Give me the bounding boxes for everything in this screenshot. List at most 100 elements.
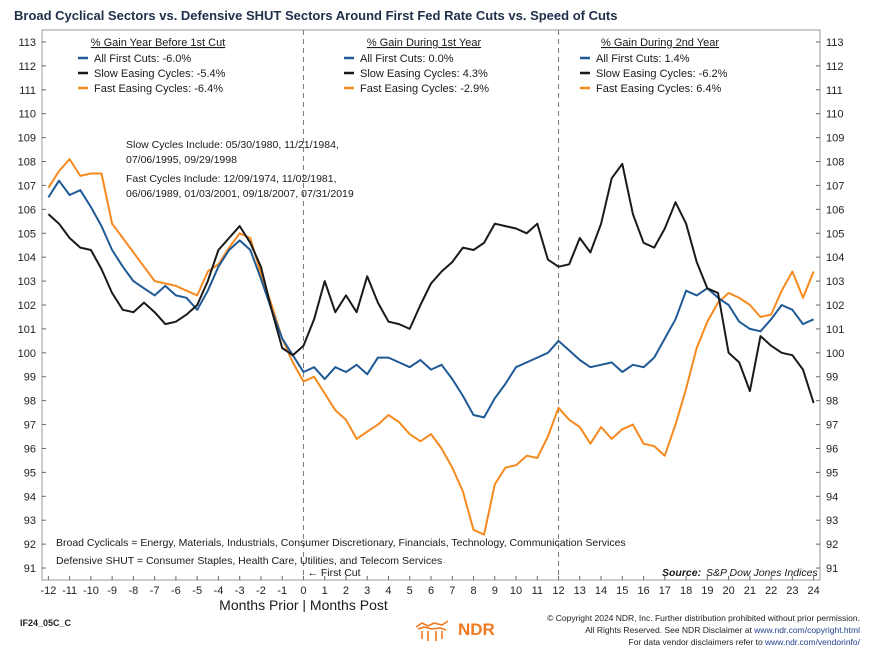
y-tick-label-left: 105 — [18, 228, 36, 240]
x-tick-label: 7 — [449, 585, 455, 597]
logo-text: NDR — [458, 620, 495, 639]
y-tick-label-right: 110 — [826, 109, 844, 121]
chart-title: Broad Cyclical Sectors vs. Defensive SHU… — [14, 8, 618, 23]
copyright-line-3: For data vendor disclaimers refer to www… — [628, 637, 861, 647]
y-tick-label-left: 104 — [18, 252, 36, 264]
y-tick-label-left: 92 — [24, 539, 36, 551]
x-tick-label: 10 — [510, 585, 522, 597]
x-tick-label: -1 — [277, 585, 287, 597]
y-tick-label-right: 104 — [826, 252, 844, 264]
x-tick-label: 3 — [364, 585, 370, 597]
y-tick-label-right: 95 — [826, 467, 838, 479]
legend-heading: % Gain Year Before 1st Cut — [91, 37, 226, 49]
x-tick-label: 12 — [552, 585, 564, 597]
legend-entry-label: All First Cuts: 0.0% — [360, 53, 454, 65]
y-tick-label-left: 112 — [18, 61, 36, 73]
broad-cyclicals-definition: Broad Cyclicals = Energy, Materials, Ind… — [56, 537, 626, 549]
copyright-notice: © Copyright 2024 NDR, Inc. Further distr… — [547, 612, 860, 648]
y-tick-label-left: 100 — [18, 348, 36, 360]
y-tick-label-left: 103 — [18, 276, 36, 288]
y-tick-label-left: 96 — [24, 443, 36, 455]
y-tick-label-right: 99 — [826, 372, 838, 384]
source-value: S&P Dow Jones Indices — [706, 567, 818, 579]
vendor-link[interactable]: www.ndr.com/vendorinfo/ — [765, 637, 860, 647]
legend-entry-label: All First Cuts: -6.0% — [94, 53, 191, 65]
x-tick-label: 9 — [492, 585, 498, 597]
x-tick-label: -11 — [62, 585, 77, 597]
x-tick-label: -6 — [171, 585, 181, 597]
bull-icon — [415, 620, 449, 641]
legend-heading: % Gain During 2nd Year — [601, 37, 719, 49]
y-tick-label-left: 111 — [19, 85, 36, 97]
y-tick-label-right: 92 — [826, 539, 838, 551]
y-tick-label-right: 106 — [826, 204, 844, 216]
fast-cycles-note: Fast Cycles Include: 12/09/1974, 11/02/1… — [126, 173, 337, 185]
x-tick-label: 6 — [428, 585, 434, 597]
copyright-link[interactable]: www.ndr.com/copyright.html — [754, 625, 860, 635]
x-tick-label: 17 — [659, 585, 671, 597]
x-tick-label: 5 — [407, 585, 413, 597]
series-line-fast-easing — [47, 158, 815, 536]
y-tick-label-left: 97 — [24, 420, 36, 432]
x-tick-label: 20 — [722, 585, 734, 597]
y-tick-label-left: 107 — [18, 180, 36, 192]
x-tick-label: 1 — [322, 585, 328, 597]
ndr-logo: NDR — [412, 617, 495, 643]
legend-entry-label: Slow Easing Cycles: -6.2% — [596, 68, 728, 80]
x-tick-label: -4 — [214, 585, 224, 597]
y-tick-label-right: 93 — [826, 515, 838, 527]
x-tick-label: 11 — [532, 585, 543, 597]
y-tick-label-left: 95 — [24, 467, 36, 479]
legend-entry-label: Slow Easing Cycles: -5.4% — [94, 68, 226, 80]
slow-cycles-note: 07/06/1995, 09/29/1998 — [126, 154, 237, 166]
x-tick-label: 14 — [595, 585, 607, 597]
x-tick-label: -3 — [235, 585, 245, 597]
x-tick-label: 8 — [470, 585, 476, 597]
y-tick-label-right: 100 — [826, 348, 844, 360]
series-line-slow-easing — [47, 162, 815, 404]
y-tick-label-left: 91 — [24, 563, 36, 575]
legend-heading: % Gain During 1st Year — [367, 37, 482, 49]
x-tick-label: -7 — [150, 585, 160, 597]
x-tick-label: 18 — [680, 585, 692, 597]
y-tick-label-right: 91 — [826, 563, 838, 575]
x-tick-label: -10 — [83, 585, 99, 597]
series-line-all-first-cuts — [47, 179, 815, 419]
y-tick-label-left: 109 — [18, 133, 36, 145]
fast-cycles-note: 06/06/1989, 01/03/2001, 09/18/2007, 07/3… — [126, 188, 354, 200]
copyright-line-1: © Copyright 2024 NDR, Inc. Further distr… — [547, 613, 860, 623]
x-tick-label: -8 — [129, 585, 139, 597]
y-tick-label-left: 108 — [18, 157, 36, 169]
x-tick-label: 19 — [701, 585, 713, 597]
defensive-shut-definition: Defensive SHUT = Consumer Staples, Healt… — [56, 555, 442, 567]
x-tick-label: 23 — [786, 585, 798, 597]
y-tick-label-left: 113 — [18, 37, 36, 49]
y-tick-label-right: 101 — [826, 324, 844, 336]
y-tick-label-left: 102 — [18, 300, 36, 312]
y-tick-label-right: 98 — [826, 396, 838, 408]
x-tick-label: -9 — [107, 585, 117, 597]
y-tick-label-left: 93 — [24, 515, 36, 527]
figure-code: IF24_05C_C — [20, 618, 72, 628]
legend-entry-label: Fast Easing Cycles: -6.4% — [94, 83, 223, 95]
slow-cycles-note: Slow Cycles Include: 05/30/1980, 11/21/1… — [126, 139, 339, 151]
x-tick-label: 2 — [343, 585, 349, 597]
legend-entry-label: Fast Easing Cycles: -2.9% — [360, 83, 489, 95]
y-tick-label-left: 98 — [24, 396, 36, 408]
copyright-line-2: All Rights Reserved. See NDR Disclaimer … — [585, 625, 860, 635]
x-tick-label: 16 — [637, 585, 649, 597]
y-tick-label-right: 107 — [826, 180, 844, 192]
y-tick-label-right: 102 — [826, 300, 844, 312]
x-tick-label: -5 — [192, 585, 202, 597]
legend-entry-label: All First Cuts: 1.4% — [596, 53, 690, 65]
y-tick-label-right: 112 — [826, 61, 844, 73]
x-tick-label: 0 — [300, 585, 306, 597]
x-tick-label: 21 — [744, 585, 756, 597]
legend-entry-label: Fast Easing Cycles: 6.4% — [596, 83, 722, 95]
y-tick-label-left: 101 — [18, 324, 36, 336]
x-tick-label: 22 — [765, 585, 777, 597]
x-axis-label: Months Prior | Months Post — [219, 597, 388, 612]
x-tick-label: 15 — [616, 585, 628, 597]
y-tick-label-right: 111 — [826, 85, 843, 97]
